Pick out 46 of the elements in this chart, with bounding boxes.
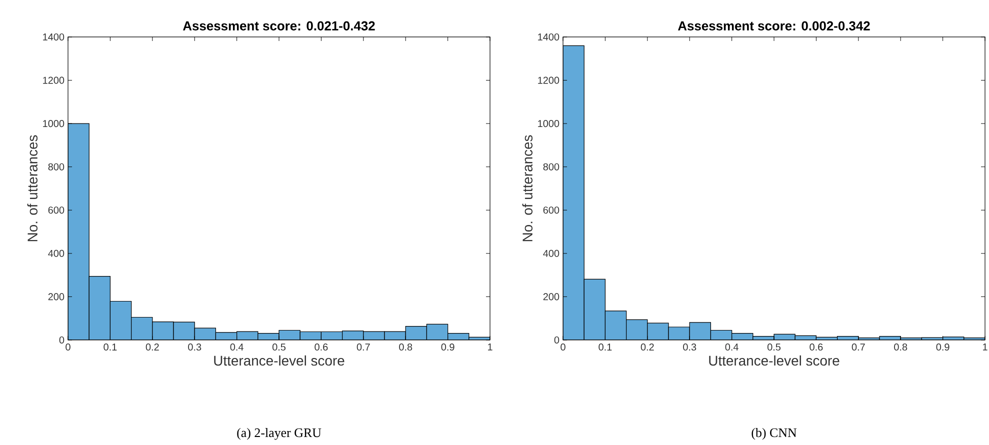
- y-tick-label: 0: [554, 336, 560, 344]
- chart-title: Assessment score: 0.021-0.432: [182, 21, 375, 30]
- y-tick-label: 800: [48, 163, 64, 170]
- x-tick-label: 0.4: [230, 344, 244, 351]
- x-tick-label: 0.8: [894, 344, 908, 351]
- y-tick-label: 600: [48, 206, 64, 214]
- chart-title: Assessment score: 0.002-0.342: [678, 21, 870, 30]
- x-tick-label: 1: [488, 344, 492, 350]
- x-tick-label: 0.8: [399, 344, 412, 351]
- y-tick-label: 1400: [538, 33, 560, 41]
- x-tick-label: 0.6: [314, 344, 328, 351]
- x-tick-label: 0.9: [441, 344, 454, 351]
- y-tick-label: 1200: [43, 76, 64, 84]
- y-tick-label: 400: [543, 250, 560, 257]
- y-tick-label: 0: [59, 336, 64, 344]
- y-tick-label: 800: [543, 163, 560, 170]
- x-tick-label: 0.5: [272, 344, 286, 351]
- x-tick-label: 0: [560, 344, 566, 351]
- x-tick-label: 0.4: [725, 344, 738, 351]
- x-axis-title: Utterance-level score: [214, 355, 344, 366]
- x-tick-label: 0.1: [598, 344, 612, 351]
- y-tick-label: 1000: [43, 120, 64, 128]
- y-tick-label: 1200: [538, 76, 560, 84]
- y-axis-title: No. of utterances: [522, 135, 532, 242]
- y-tick-label: 1000: [538, 120, 560, 128]
- x-tick-label: 0.3: [683, 344, 696, 351]
- y-tick-label: 400: [48, 250, 64, 257]
- y-axis-title: No. of utterances: [27, 135, 38, 242]
- x-tick-label: 0.2: [146, 344, 159, 351]
- x-tick-label: 1: [983, 344, 988, 350]
- y-tick-label: 200: [48, 293, 64, 300]
- x-tick-label: 0.7: [356, 344, 370, 351]
- text: (a) 2-layer GRU: [237, 428, 322, 440]
- x-axis-title: Utterance-level score: [709, 355, 840, 366]
- x-tick-label: 0.7: [852, 344, 865, 351]
- x-tick-label: 0.9: [936, 344, 950, 351]
- x-tick-label: 0.6: [810, 344, 823, 351]
- x-tick-label: 0: [66, 344, 70, 351]
- y-tick-label: 600: [543, 206, 560, 214]
- x-tick-label: 0.3: [188, 344, 202, 351]
- x-tick-label: 0.2: [640, 344, 654, 351]
- x-tick-label: 0.1: [104, 344, 117, 351]
- text: (b) CNN: [752, 428, 797, 440]
- y-tick-label: 200: [543, 293, 560, 300]
- x-tick-label: 0.5: [767, 344, 781, 351]
- y-tick-label: 1400: [43, 33, 64, 41]
